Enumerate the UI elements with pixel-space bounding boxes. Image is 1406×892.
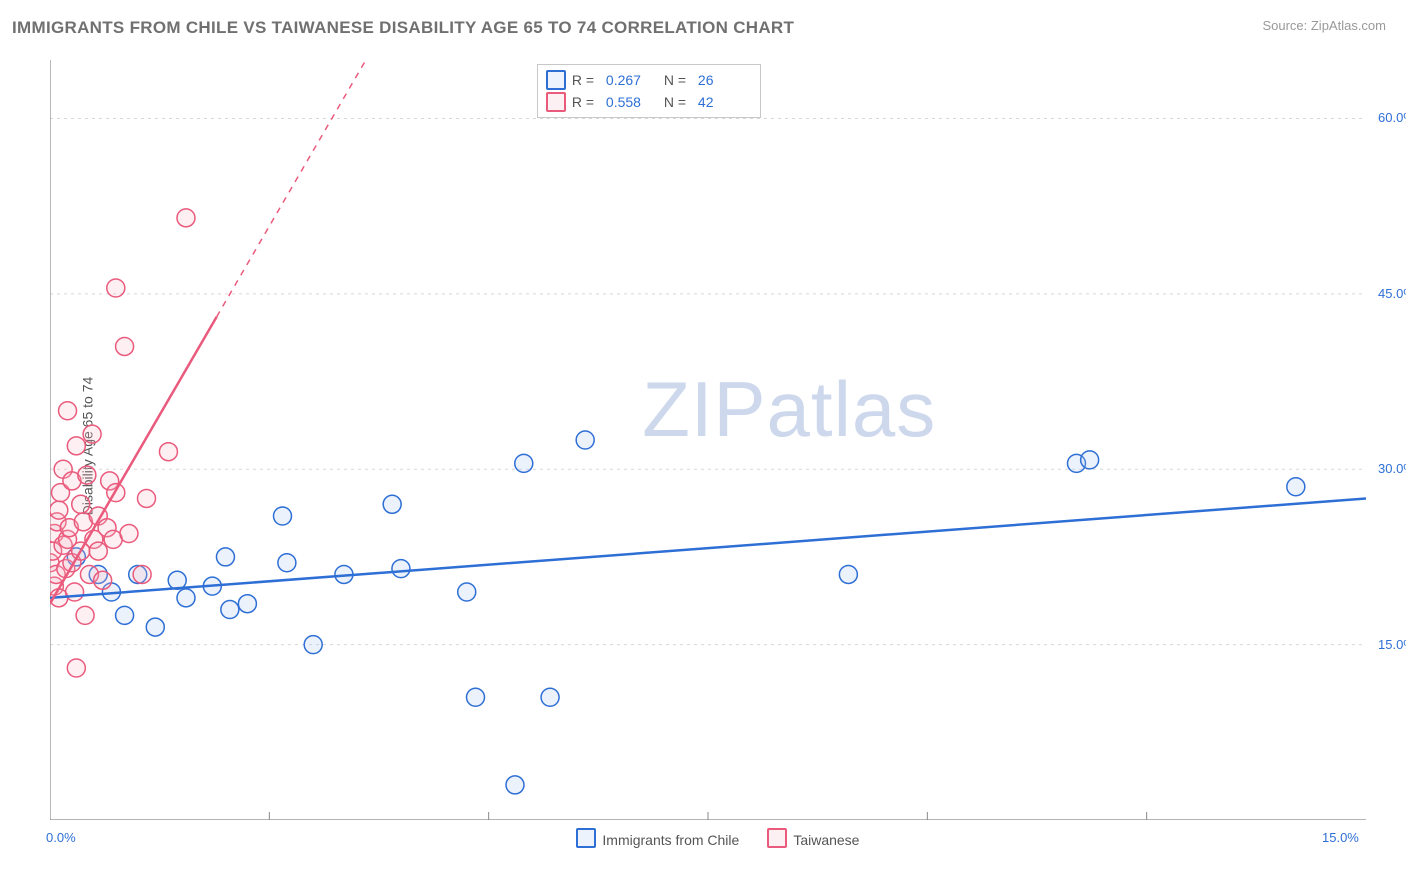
- legend-r-value: 0.267: [606, 72, 658, 88]
- legend-correlation-row: R = 0.558 N = 42: [546, 91, 750, 113]
- legend-series-item: Taiwanese: [767, 828, 859, 848]
- y-tick-label: 15.0%: [1378, 637, 1406, 652]
- chart-title: IMMIGRANTS FROM CHILE VS TAIWANESE DISAB…: [12, 18, 794, 38]
- x-tick-label: 0.0%: [46, 830, 76, 845]
- y-tick-label: 45.0%: [1378, 286, 1406, 301]
- legend-r-value: 0.558: [606, 94, 658, 110]
- legend-n-value: 42: [698, 94, 750, 110]
- legend-correlation-row: R = 0.267 N = 26: [546, 69, 750, 91]
- chart-svg: [50, 60, 1366, 820]
- legend-series-label: Taiwanese: [793, 832, 859, 848]
- y-tick-label: 30.0%: [1378, 461, 1406, 476]
- legend-series-label: Immigrants from Chile: [602, 832, 739, 848]
- source-link[interactable]: ZipAtlas.com: [1311, 18, 1386, 33]
- y-tick-label: 60.0%: [1378, 110, 1406, 125]
- legend-r-label: R =: [572, 72, 600, 88]
- legend-series-item: Immigrants from Chile: [576, 828, 739, 848]
- source-prefix: Source:: [1262, 18, 1310, 33]
- legend-swatch-icon: [767, 828, 787, 848]
- legend-correlation: R = 0.267 N = 26 R = 0.558 N = 42: [537, 64, 761, 118]
- plot-area: ZIPatlas R =0.267N =26R =0.558N =42: [50, 60, 1366, 820]
- legend-swatch-icon: [546, 70, 566, 90]
- legend-series: Immigrants from Chile Taiwanese: [576, 828, 859, 848]
- legend-n-label: N =: [664, 94, 692, 110]
- legend-swatch-icon: [576, 828, 596, 848]
- x-tick-label: 15.0%: [1322, 830, 1359, 845]
- legend-n-label: N =: [664, 72, 692, 88]
- source-label: Source: ZipAtlas.com: [1262, 18, 1386, 33]
- legend-r-label: R =: [572, 94, 600, 110]
- legend-n-value: 26: [698, 72, 750, 88]
- chart-container: IMMIGRANTS FROM CHILE VS TAIWANESE DISAB…: [0, 0, 1406, 892]
- legend-swatch-icon: [546, 92, 566, 112]
